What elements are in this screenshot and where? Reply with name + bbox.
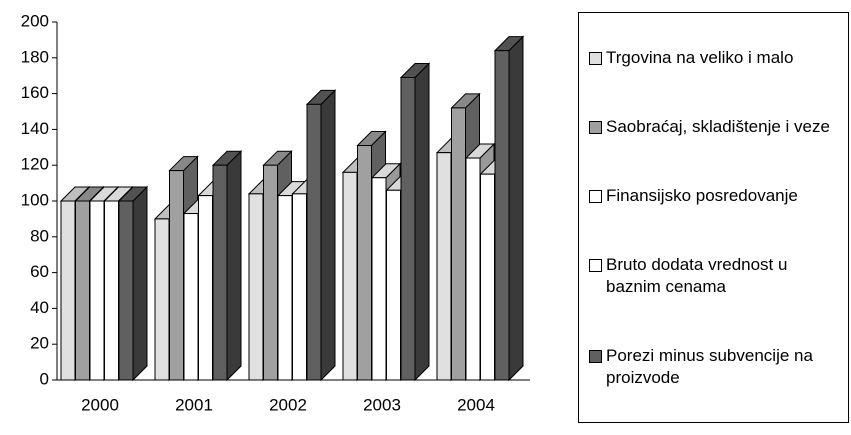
- bar-front: [212, 164, 228, 381]
- bar-side: [132, 185, 148, 382]
- bar-side: [226, 149, 242, 382]
- y-tick-label: 0: [40, 369, 49, 388]
- legend-label: Trgovina na veliko i malo: [606, 47, 794, 67]
- bar-side: [508, 35, 524, 382]
- bar-front: [494, 50, 510, 381]
- y-tick-label: 80: [30, 226, 49, 245]
- bar-front: [451, 107, 466, 381]
- bar-front: [263, 164, 278, 381]
- x-tick-label: 2002: [269, 395, 307, 414]
- bar: [211, 149, 243, 382]
- legend-entry: Trgovina na veliko i malo: [589, 47, 844, 69]
- bar-front: [292, 193, 307, 381]
- bar: [117, 185, 149, 382]
- legend-swatch: [589, 51, 602, 65]
- y-tick-label: 180: [21, 47, 49, 66]
- legend-label: Finansijsko posredovanje: [606, 185, 798, 205]
- legend-entry: Porezi minus subvencije na proizvode: [589, 345, 844, 389]
- bar-front: [118, 200, 134, 381]
- bar-front: [342, 171, 358, 381]
- bar-front: [154, 218, 170, 381]
- bar-front: [198, 195, 213, 381]
- chart: 0 20 40 60 80 100 120 140 160 180 200 2000 2001 2002 2…: [21, 11, 530, 414]
- bar-front: [89, 200, 105, 381]
- y-tick-label: 140: [21, 119, 49, 138]
- bar-front: [277, 195, 293, 381]
- bar-front: [371, 177, 387, 381]
- bar-front: [436, 152, 452, 381]
- legend-label: Bruto dodata vrednost u baznim cenama: [606, 254, 788, 296]
- legend-swatch: [589, 189, 602, 203]
- bar-front: [60, 200, 76, 381]
- legend-label: Porezi minus subvencije na proizvode: [606, 345, 813, 387]
- x-tick-label: 2000: [81, 395, 119, 414]
- x-tick-label: 2004: [457, 395, 495, 414]
- bar-front: [306, 103, 322, 381]
- x-tick-label: 2003: [363, 395, 401, 414]
- bar: [493, 35, 525, 382]
- y-tick-label: 20: [30, 334, 49, 353]
- bar-side: [414, 62, 430, 382]
- bar-front: [465, 157, 481, 381]
- bar: [399, 62, 431, 382]
- legend-entry: Bruto dodata vrednost u baznim cenama: [589, 254, 844, 298]
- legend-label: Saobraćaj, skladištenje i veze: [606, 116, 830, 136]
- bar-front: [480, 173, 495, 381]
- bar-front: [183, 213, 199, 381]
- bar-front: [248, 193, 264, 381]
- bar: [305, 89, 337, 382]
- y-tick-label: 120: [21, 155, 49, 174]
- legend-entry: Saobraćaj, skladištenje i veze: [589, 116, 844, 138]
- bar-side: [320, 89, 336, 382]
- bar-front: [357, 145, 372, 381]
- y-tick-label: 160: [21, 83, 49, 102]
- legend-entry: Finansijsko posredovanje: [589, 185, 844, 207]
- y-tick-label: 200: [21, 11, 49, 30]
- bar-front: [386, 189, 401, 381]
- y-tick-label: 100: [21, 190, 49, 209]
- bar-front: [400, 76, 416, 381]
- bar-front: [169, 170, 184, 381]
- legend-swatch: [589, 258, 602, 272]
- y-tick-label: 40: [30, 298, 49, 317]
- bar-front: [75, 200, 90, 381]
- x-tick-label: 2001: [175, 395, 213, 414]
- y-tick-label: 60: [30, 262, 49, 281]
- legend: Trgovina na veliko i malo Saobraćaj, skla…: [578, 12, 849, 423]
- legend-swatch: [589, 120, 602, 134]
- bar-front: [104, 200, 119, 381]
- legend-swatch: [589, 349, 602, 363]
